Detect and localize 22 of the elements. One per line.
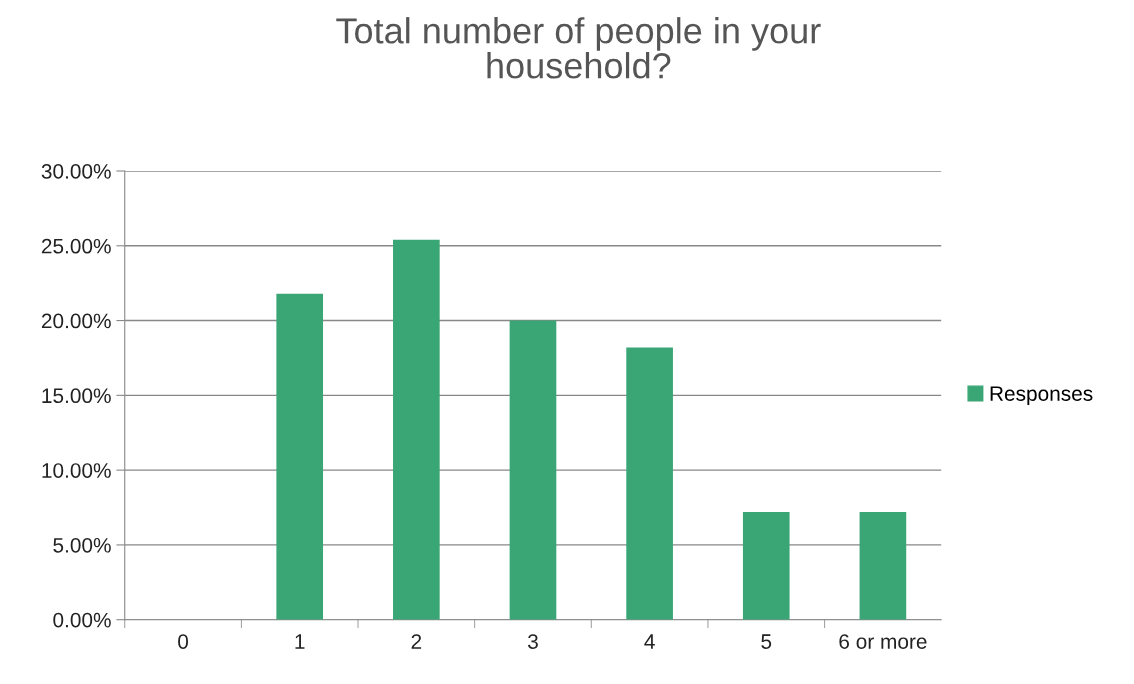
x-tick-label: 4 <box>644 634 655 649</box>
bar <box>393 239 440 620</box>
x-tick-label: 1 <box>295 634 305 649</box>
y-tick-label: 15.00% <box>42 388 111 404</box>
bar <box>626 347 673 620</box>
bar <box>276 293 324 620</box>
y-tick-label: 10.00% <box>42 463 111 478</box>
y-tick-label: 25.00% <box>41 238 111 254</box>
x-tick-label: 2 <box>411 634 422 649</box>
x-tick-label: 3 <box>527 634 538 649</box>
x-tick-label: 6 or more <box>839 634 927 649</box>
y-tick-label: 30.00% <box>41 164 111 179</box>
y-tick-label: 0.00% <box>53 612 111 628</box>
x-tick-label: 0 <box>178 634 189 649</box>
bar <box>742 512 790 620</box>
x-tick-label: 5 <box>761 634 772 649</box>
bar <box>509 320 557 620</box>
chart-title: Total number of people in your household? <box>336 17 821 79</box>
y-tick-label: 5.00% <box>53 537 111 553</box>
y-tick-label: 20.00% <box>41 313 111 329</box>
legend-label: Responses <box>990 386 1093 406</box>
bar <box>859 512 907 620</box>
